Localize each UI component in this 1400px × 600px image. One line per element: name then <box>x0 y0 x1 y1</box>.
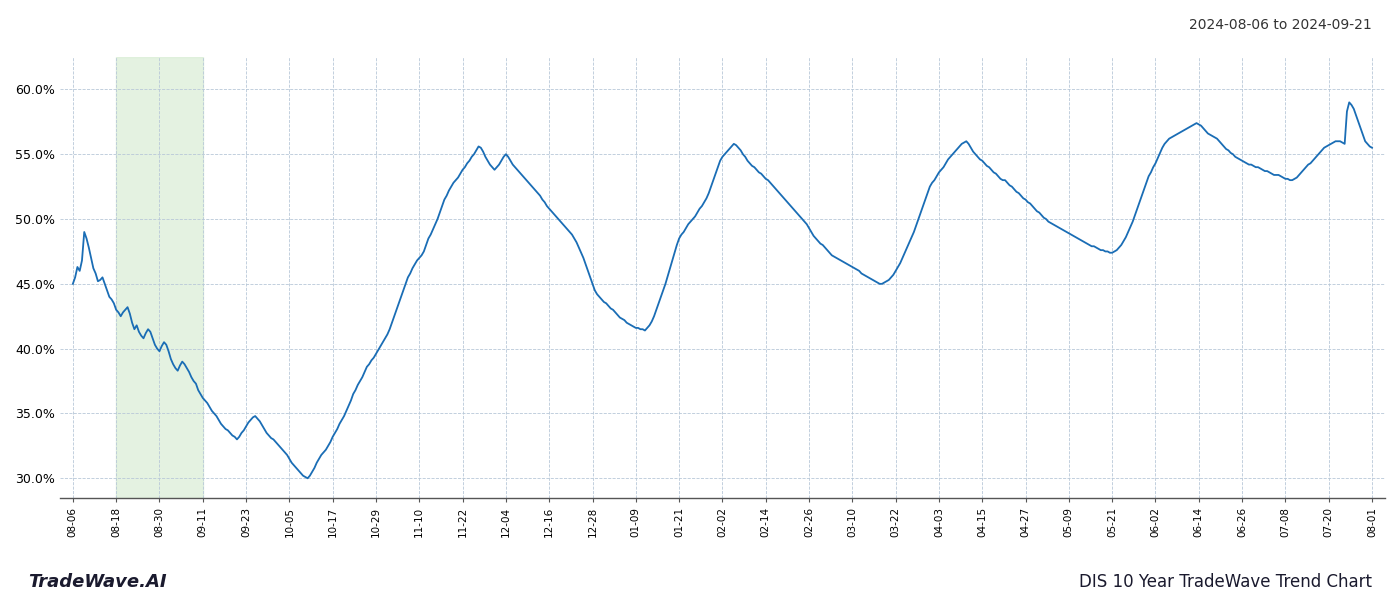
Text: 2024-08-06 to 2024-09-21: 2024-08-06 to 2024-09-21 <box>1189 18 1372 32</box>
Bar <box>116 57 203 498</box>
Text: DIS 10 Year TradeWave Trend Chart: DIS 10 Year TradeWave Trend Chart <box>1079 573 1372 591</box>
Text: TradeWave.AI: TradeWave.AI <box>28 573 167 591</box>
